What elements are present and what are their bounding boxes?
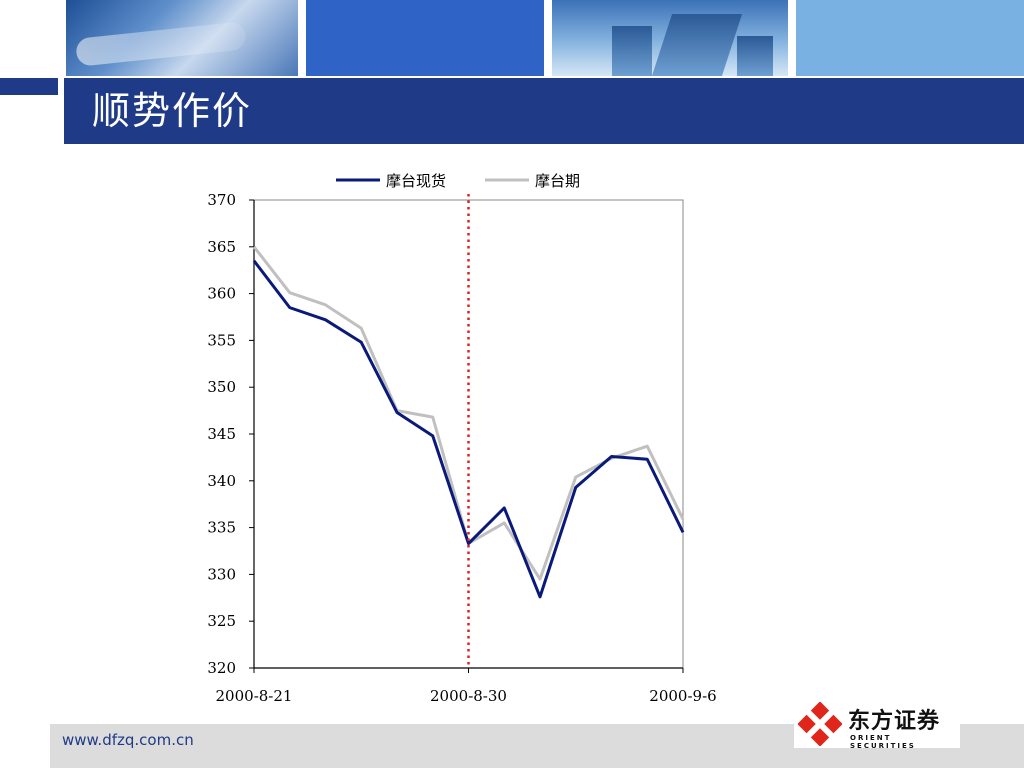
y-tick-label: 355 [207,331,236,349]
header-photo-strip [0,0,1024,76]
y-tick-label: 370 [207,191,236,209]
legend-label-futures: 摩台期 [535,172,580,190]
y-tick-label: 340 [207,472,236,490]
y-tick-label: 350 [207,378,236,396]
header-blue-block [306,0,544,76]
chart-legend: 摩台现货 摩台期 [336,172,580,190]
y-tick-label: 335 [207,519,236,537]
logo-english-name: ORIENT SECURITIES [850,734,916,750]
series-layer [252,245,685,599]
series-line-spot [252,259,685,599]
logo-diamond-icon [798,702,842,746]
header-light-blue-block [796,0,1024,76]
series-line-futures [252,245,685,581]
logo-chinese-name: 东方证券 [848,709,941,734]
orient-securities-logo: 东方证券 ORIENT SECURITIES [794,698,960,750]
title-bar [64,78,1024,144]
page-title: 顺势作价 [92,89,253,133]
x-axis: 2000-8-21 2000-8-30 2000-9-6 [216,667,717,705]
header-photo-buildings [552,0,788,76]
header-photo-keyboard [66,0,298,76]
y-tick-label: 325 [207,612,236,630]
y-axis: 320 325 330 335 340 345 350 355 360 365 370 [207,191,255,677]
y-tick-label: 320 [207,659,236,677]
x-tick-label: 2000-8-21 [216,687,293,705]
y-tick-label: 365 [207,238,236,256]
legend-label-spot: 摩台现货 [386,172,446,190]
y-tick-label: 345 [207,425,236,443]
y-tick-label: 360 [207,285,236,303]
y-tick-label: 330 [207,565,236,583]
title-accent-bar [0,78,58,95]
x-tick-label: 2000-9-6 [649,687,716,705]
x-tick-label: 2000-8-30 [430,687,507,705]
footer-website-link[interactable]: www.dfzq.com.cn [62,731,194,749]
